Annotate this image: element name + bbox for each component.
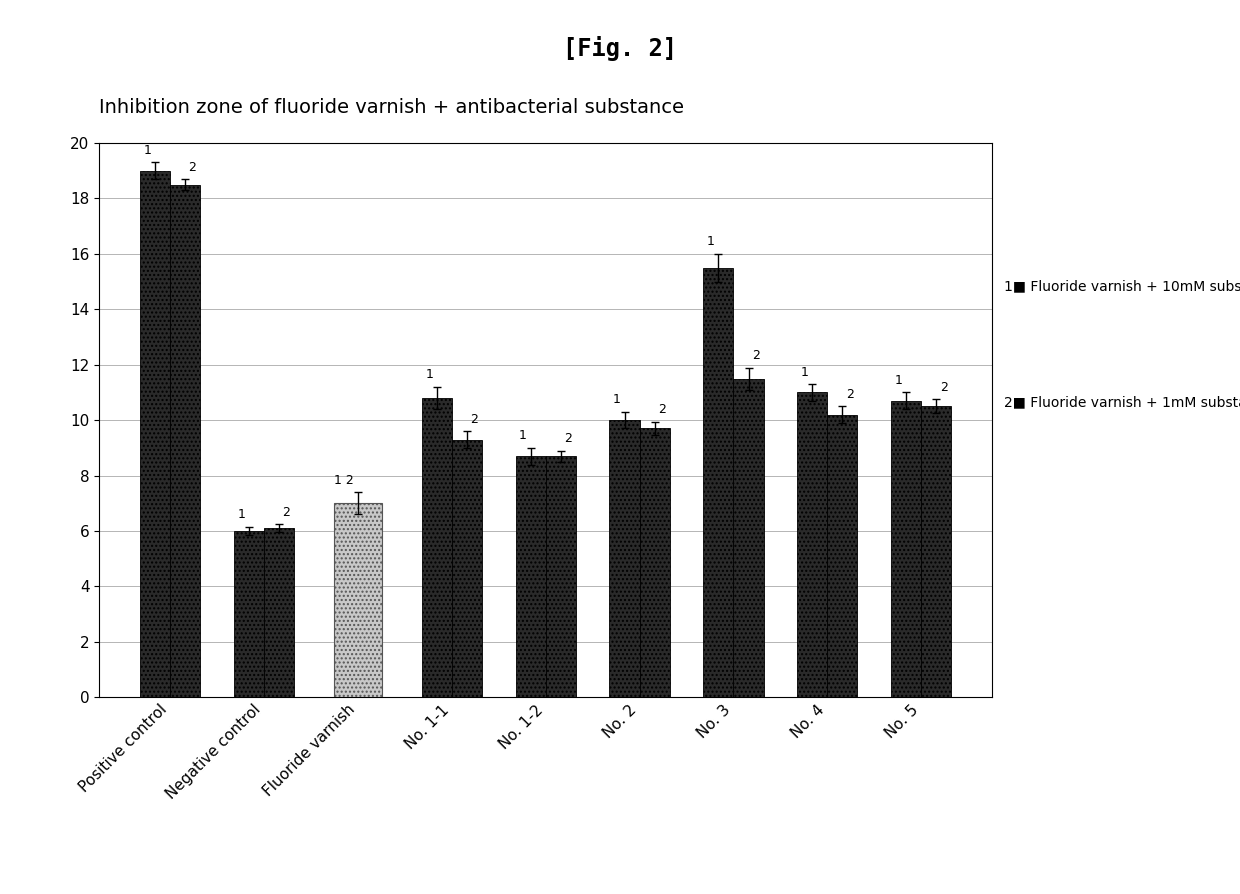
Bar [170, 185, 200, 697]
Text: 2: 2 [188, 161, 196, 173]
Bar [797, 392, 827, 697]
Text: 2: 2 [658, 403, 666, 416]
Bar [264, 528, 294, 697]
Bar [610, 420, 640, 697]
Bar [827, 415, 858, 697]
Text: [Fig. 2]: [Fig. 2] [563, 36, 677, 61]
Text: 2: 2 [846, 388, 854, 401]
Bar [546, 456, 575, 697]
Bar [734, 378, 764, 697]
Text: Inhibition zone of fluoride varnish + antibacterial substance: Inhibition zone of fluoride varnish + an… [99, 98, 684, 117]
Bar [140, 171, 170, 697]
Text: 1: 1 [895, 374, 903, 387]
Bar [892, 401, 921, 697]
Text: 1: 1 [425, 368, 433, 382]
Bar [334, 503, 382, 697]
Text: 1: 1 [801, 366, 808, 378]
Bar [703, 268, 734, 697]
Text: 2■ Fluoride varnish + 1mM substance: 2■ Fluoride varnish + 1mM substance [1004, 395, 1240, 409]
Text: 2: 2 [940, 381, 947, 394]
Text: 1■ Fluoride varnish + 10mM substance: 1■ Fluoride varnish + 10mM substance [1004, 279, 1240, 293]
Text: 1: 1 [144, 144, 151, 157]
Text: 1: 1 [707, 235, 715, 249]
Bar [516, 456, 546, 697]
Text: 2: 2 [283, 506, 290, 519]
Bar [233, 531, 264, 697]
Text: 2: 2 [564, 432, 572, 445]
Text: 2: 2 [470, 413, 479, 426]
Bar [422, 398, 451, 697]
Bar [640, 428, 670, 697]
Bar [921, 406, 951, 697]
Bar [451, 440, 481, 697]
Text: 1 2: 1 2 [334, 474, 353, 486]
Text: 2: 2 [753, 349, 760, 362]
Text: 1: 1 [520, 429, 527, 443]
Text: 1: 1 [237, 509, 246, 521]
Text: 1: 1 [613, 393, 621, 406]
